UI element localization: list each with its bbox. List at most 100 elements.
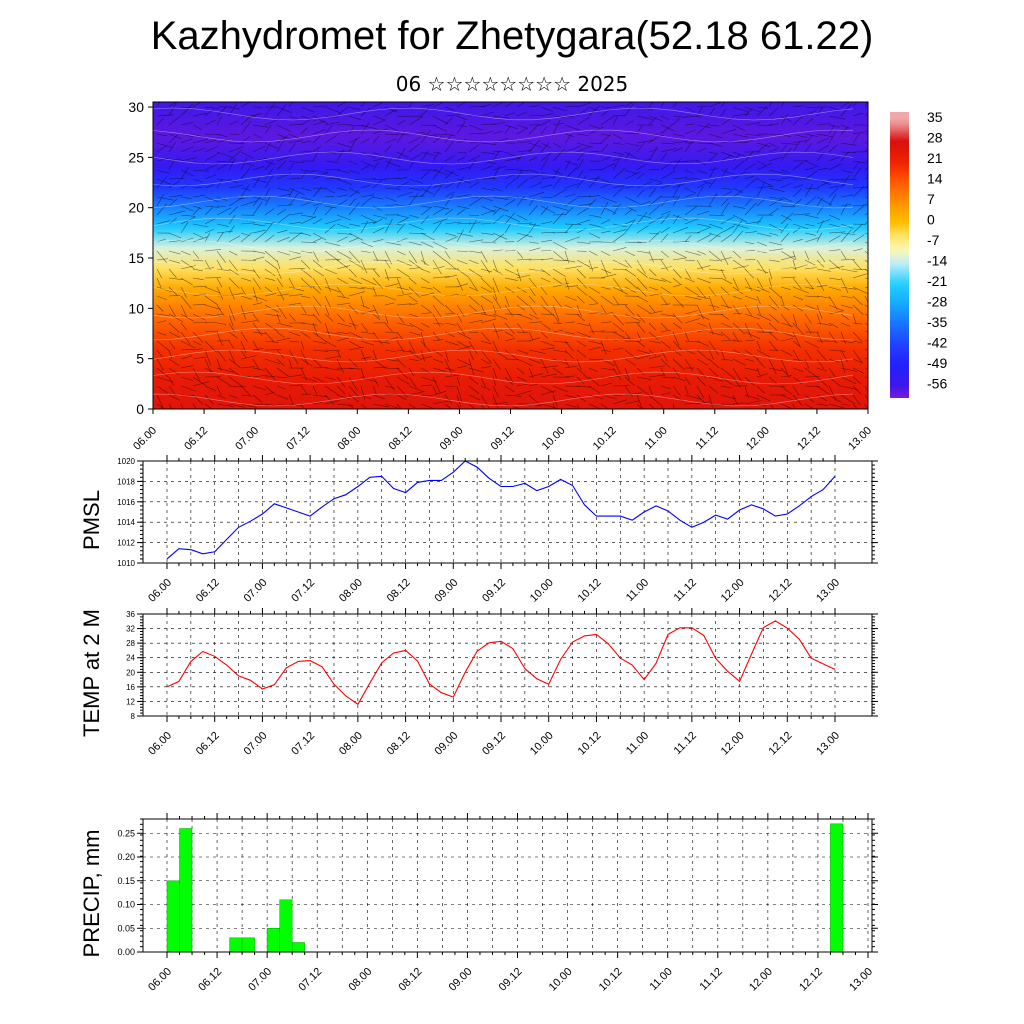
wind-vector <box>360 124 378 130</box>
wind-vector <box>660 295 668 305</box>
wind-vector <box>384 393 398 396</box>
wind-vector <box>648 149 658 153</box>
wind-vector <box>324 187 335 194</box>
y-tick-label: 0.15 <box>117 876 135 886</box>
wind-vector <box>180 133 194 137</box>
wind-vector <box>180 216 196 225</box>
wind-vector <box>756 403 767 406</box>
wind-vector <box>528 304 537 316</box>
wind-vector <box>768 169 786 174</box>
precip-bar <box>266 928 280 953</box>
wind-vector <box>600 349 612 352</box>
wind-vector <box>480 111 494 117</box>
wind-vector <box>828 124 840 128</box>
wind-vector <box>576 219 591 225</box>
wind-vector <box>648 133 664 136</box>
wind-vector <box>240 120 252 135</box>
wind-vector <box>456 178 472 184</box>
wind-vector <box>216 133 228 138</box>
wind-vector <box>504 338 516 342</box>
wind-vector <box>588 223 605 229</box>
wind-vector <box>288 394 294 405</box>
x-tick-label: 11.12 <box>698 966 725 993</box>
wind-vector <box>516 390 532 396</box>
wind-vector <box>480 385 491 391</box>
wind-vector <box>240 340 247 354</box>
x-tick-label: 12.12 <box>797 966 825 994</box>
wind-vector <box>780 142 798 145</box>
wind-vector <box>828 304 843 311</box>
wind-vector <box>540 390 556 396</box>
wind-vector <box>372 205 382 211</box>
wind-vector <box>408 367 415 376</box>
wind-vector <box>492 304 497 315</box>
wind-vector <box>720 202 730 216</box>
wind-vector <box>312 250 319 262</box>
wind-vector <box>588 232 601 239</box>
wind-vector <box>660 313 676 317</box>
wind-vector <box>204 330 219 333</box>
wind-vector <box>168 304 176 317</box>
wind-vector <box>576 286 588 296</box>
wind-vector <box>276 208 287 216</box>
wind-vector <box>624 286 636 293</box>
x-tick-label: 09.12 <box>480 730 508 758</box>
wind-vector <box>540 277 551 283</box>
wind-vector <box>468 295 480 306</box>
wind-vector <box>552 277 563 284</box>
wind-vector <box>552 313 560 324</box>
x-tick-label: 06.00 <box>146 730 174 758</box>
wind-vector <box>588 126 604 135</box>
wind-vector <box>396 385 408 398</box>
wind-vector <box>252 178 267 183</box>
wind-vector <box>300 169 315 173</box>
wind-vector <box>372 376 379 387</box>
wind-vector <box>756 106 769 109</box>
wind-vector <box>804 135 814 144</box>
wind-vector <box>156 331 167 336</box>
wind-vector <box>168 210 185 216</box>
wind-vector <box>456 229 464 243</box>
wind-vector <box>168 102 177 108</box>
wind-vector <box>576 295 585 304</box>
wind-vector <box>696 295 709 300</box>
wind-vector <box>372 119 386 126</box>
wind-vector <box>228 250 238 256</box>
wind-vector <box>300 118 312 126</box>
wind-vector <box>492 137 509 144</box>
wind-vector <box>156 158 169 162</box>
wind-vector <box>564 265 582 270</box>
wind-vector <box>672 147 683 153</box>
wind-vector <box>168 358 180 367</box>
wind-vector <box>444 170 454 180</box>
wind-vector <box>624 400 640 405</box>
wind-vector <box>600 196 617 203</box>
wind-vector <box>264 313 282 317</box>
wind-vector <box>156 295 167 300</box>
wind-vector <box>732 214 748 223</box>
wind-vector <box>480 151 496 155</box>
wind-vector <box>756 286 770 293</box>
wind-vector <box>660 403 664 409</box>
wind-vector <box>804 358 810 369</box>
wind-vector <box>792 161 804 171</box>
wind-vector <box>780 144 788 153</box>
x-tick-label: 09.00 <box>432 730 460 758</box>
wind-vector <box>492 187 503 192</box>
colorbar-fill <box>890 112 909 398</box>
wind-vector <box>516 304 526 311</box>
wind-vector <box>492 394 499 409</box>
wind-vector <box>336 223 350 229</box>
wind-vector <box>564 331 575 335</box>
wind-vector <box>744 400 762 405</box>
wind-vector <box>852 286 868 295</box>
x-tick-label: 07.12 <box>296 966 324 994</box>
wind-vector <box>312 322 318 337</box>
wind-vector <box>492 286 498 300</box>
wind-vector <box>204 340 217 353</box>
wind-vector <box>864 112 868 117</box>
y-tick-label: 1016 <box>117 498 135 507</box>
wind-vector <box>240 231 253 243</box>
wind-vector <box>312 349 329 352</box>
wind-vector <box>312 169 329 174</box>
